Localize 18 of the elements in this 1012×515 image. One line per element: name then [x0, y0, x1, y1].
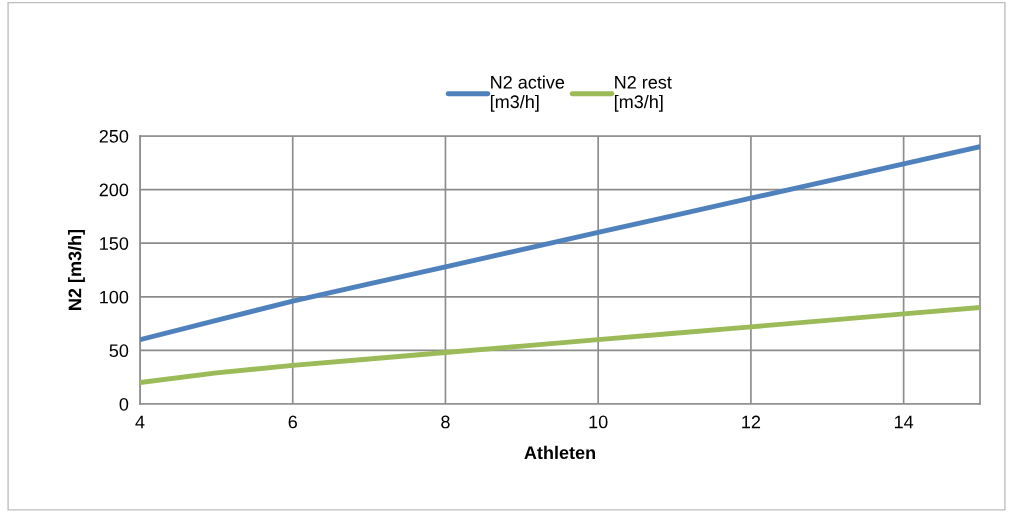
y-tick-label: 50	[109, 344, 129, 358]
x-axis-title: Athleten	[524, 445, 595, 460]
y-tick-label: 200	[99, 183, 129, 197]
y-tick-label: 0	[119, 397, 129, 411]
y-tick-label: 150	[100, 237, 129, 250]
line-series	[140, 305, 980, 385]
x-tick-label: 10	[589, 415, 608, 429]
y-axis-title: N2 [m3/h]	[68, 229, 85, 310]
legend-label: N2 rest [m3/h]	[614, 75, 672, 112]
y-tick-label: 100	[100, 290, 129, 304]
x-tick-label: 14	[894, 415, 914, 429]
y-tick-label: 250	[99, 129, 129, 143]
x-tick-label: 4	[135, 415, 145, 429]
line-series	[140, 144, 980, 343]
x-tick-label: 12	[742, 415, 761, 429]
x-tick-label: 8	[441, 415, 450, 429]
x-tick-label: 6	[288, 415, 297, 429]
legend-label: N2 active [m3/h]	[490, 75, 565, 112]
